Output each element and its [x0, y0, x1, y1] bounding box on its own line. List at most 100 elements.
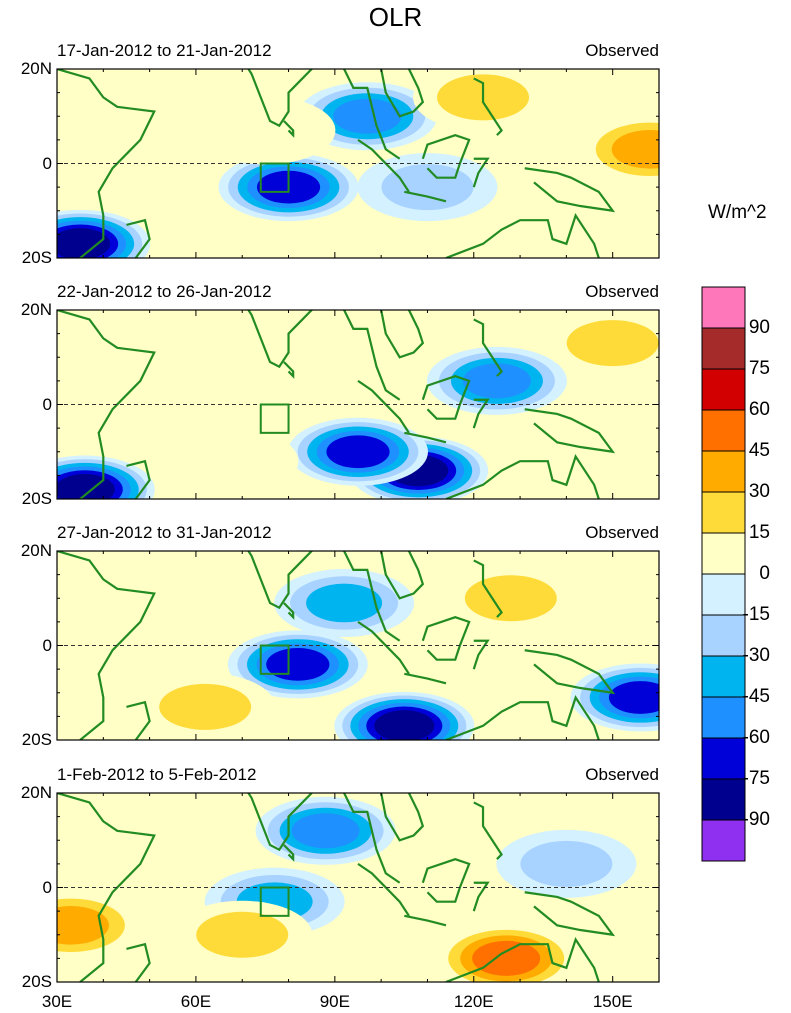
coastline	[404, 672, 447, 685]
coastline	[126, 942, 151, 982]
region-box	[259, 403, 290, 434]
coastline	[421, 133, 471, 179]
panel-source-label: Observed	[585, 523, 659, 542]
coastline	[421, 374, 471, 420]
anomaly-contour	[266, 648, 330, 681]
anomaly-contour	[326, 435, 390, 469]
colorbar-level-label: 75	[748, 358, 770, 379]
coastline	[445, 212, 600, 258]
anomaly-contour	[566, 320, 659, 367]
anomaly-contour	[520, 840, 613, 887]
coastline	[473, 559, 503, 618]
lon-tick-label: 150E	[592, 992, 633, 1011]
lat-tick-label: 20N	[20, 300, 52, 319]
coastline	[380, 551, 425, 600]
coastline	[472, 881, 490, 912]
coastline	[57, 69, 156, 258]
coastline	[473, 77, 503, 136]
anomaly-contour	[333, 98, 402, 134]
coastline	[247, 551, 401, 642]
anomaly-contour	[464, 575, 557, 622]
coastline	[380, 310, 425, 359]
lat-tick-label: 20N	[20, 541, 52, 560]
coastline	[445, 694, 600, 740]
coastline	[524, 167, 616, 213]
region-box	[259, 644, 290, 675]
lat-tick-label: 0	[42, 394, 52, 414]
coastline	[421, 857, 471, 903]
coastline	[524, 408, 616, 454]
colorbar-units: W/m^2	[708, 202, 767, 223]
anomaly-contour	[196, 911, 289, 958]
lat-tick-label: 20S	[21, 248, 52, 267]
map-panel-4	[57, 793, 659, 982]
coastline	[380, 69, 425, 118]
coastline	[404, 190, 447, 203]
anomaly-contour	[291, 813, 360, 849]
colorbar-level-label: 90	[748, 317, 770, 338]
coastline	[421, 615, 471, 661]
coastline	[126, 459, 151, 499]
coastline	[473, 318, 503, 377]
coastline	[283, 361, 295, 379]
panel-period-label: 27-Jan-2012 to 31-Jan-2012	[57, 523, 272, 542]
coastline	[380, 793, 425, 842]
lon-tick-label: 90E	[319, 992, 350, 1011]
lon-tick-label: 30E	[41, 992, 73, 1011]
anomaly-contour	[611, 129, 659, 169]
panel-period-label: 22-Jan-2012 to 26-Jan-2012	[57, 282, 272, 301]
coastline	[524, 649, 616, 695]
coastline	[473, 801, 503, 860]
coastline	[445, 453, 600, 499]
panel-period-label: 1-Feb-2012 to 5-Feb-2012	[57, 765, 257, 784]
anomaly-contour	[57, 473, 115, 499]
coastline	[357, 379, 410, 434]
lat-tick-label: 0	[42, 635, 52, 655]
coastline	[57, 551, 156, 740]
colorbar-level-label: -60	[742, 727, 770, 748]
anomaly-contour	[374, 710, 435, 740]
colorbar-level-label: 15	[748, 522, 770, 543]
coastline	[472, 639, 490, 670]
coastline	[126, 700, 151, 740]
coastline	[357, 138, 410, 193]
lat-tick-label: 20S	[21, 972, 52, 991]
panel-source-label: Observed	[585, 765, 659, 784]
map-panel-1	[57, 69, 659, 258]
lat-tick-label: 20N	[20, 59, 52, 78]
anomaly-contour	[158, 427, 299, 496]
coastline	[445, 936, 600, 982]
coastline	[283, 844, 295, 862]
lon-tick-label: 60E	[180, 992, 212, 1011]
lat-tick-label: 0	[42, 153, 52, 173]
lat-tick-label: 20S	[21, 730, 52, 749]
anomaly-contour	[195, 96, 336, 165]
colorbar-level-label: 30	[748, 481, 770, 502]
coastline	[472, 157, 490, 188]
lat-tick-label: 0	[42, 877, 52, 897]
colorbar-level-label: -90	[742, 809, 770, 830]
region-box	[259, 886, 290, 917]
panel-period-label: 17-Jan-2012 to 21-Jan-2012	[57, 41, 272, 60]
lat-tick-label: 20N	[20, 783, 52, 802]
coastline	[57, 310, 156, 499]
coastline	[247, 69, 401, 160]
colorbar-level-label: -15	[742, 604, 770, 625]
anomaly-contour	[381, 164, 474, 211]
coastline	[283, 602, 295, 620]
map-panel-3	[57, 551, 659, 740]
colorbar-level-label: 60	[748, 399, 770, 420]
anomaly-contour	[306, 583, 383, 623]
anomaly-contour	[57, 905, 109, 945]
coastline	[404, 431, 447, 444]
anomaly-contour	[472, 940, 541, 976]
coastline	[247, 310, 401, 401]
anomaly-contour	[462, 363, 531, 399]
colorbar-level-label: -45	[742, 686, 770, 707]
map-panel-2	[57, 310, 659, 499]
region-box	[259, 162, 290, 193]
coastline	[283, 120, 295, 138]
panel-source-label: Observed	[585, 41, 659, 60]
colorbar-level-label: -75	[742, 768, 770, 789]
